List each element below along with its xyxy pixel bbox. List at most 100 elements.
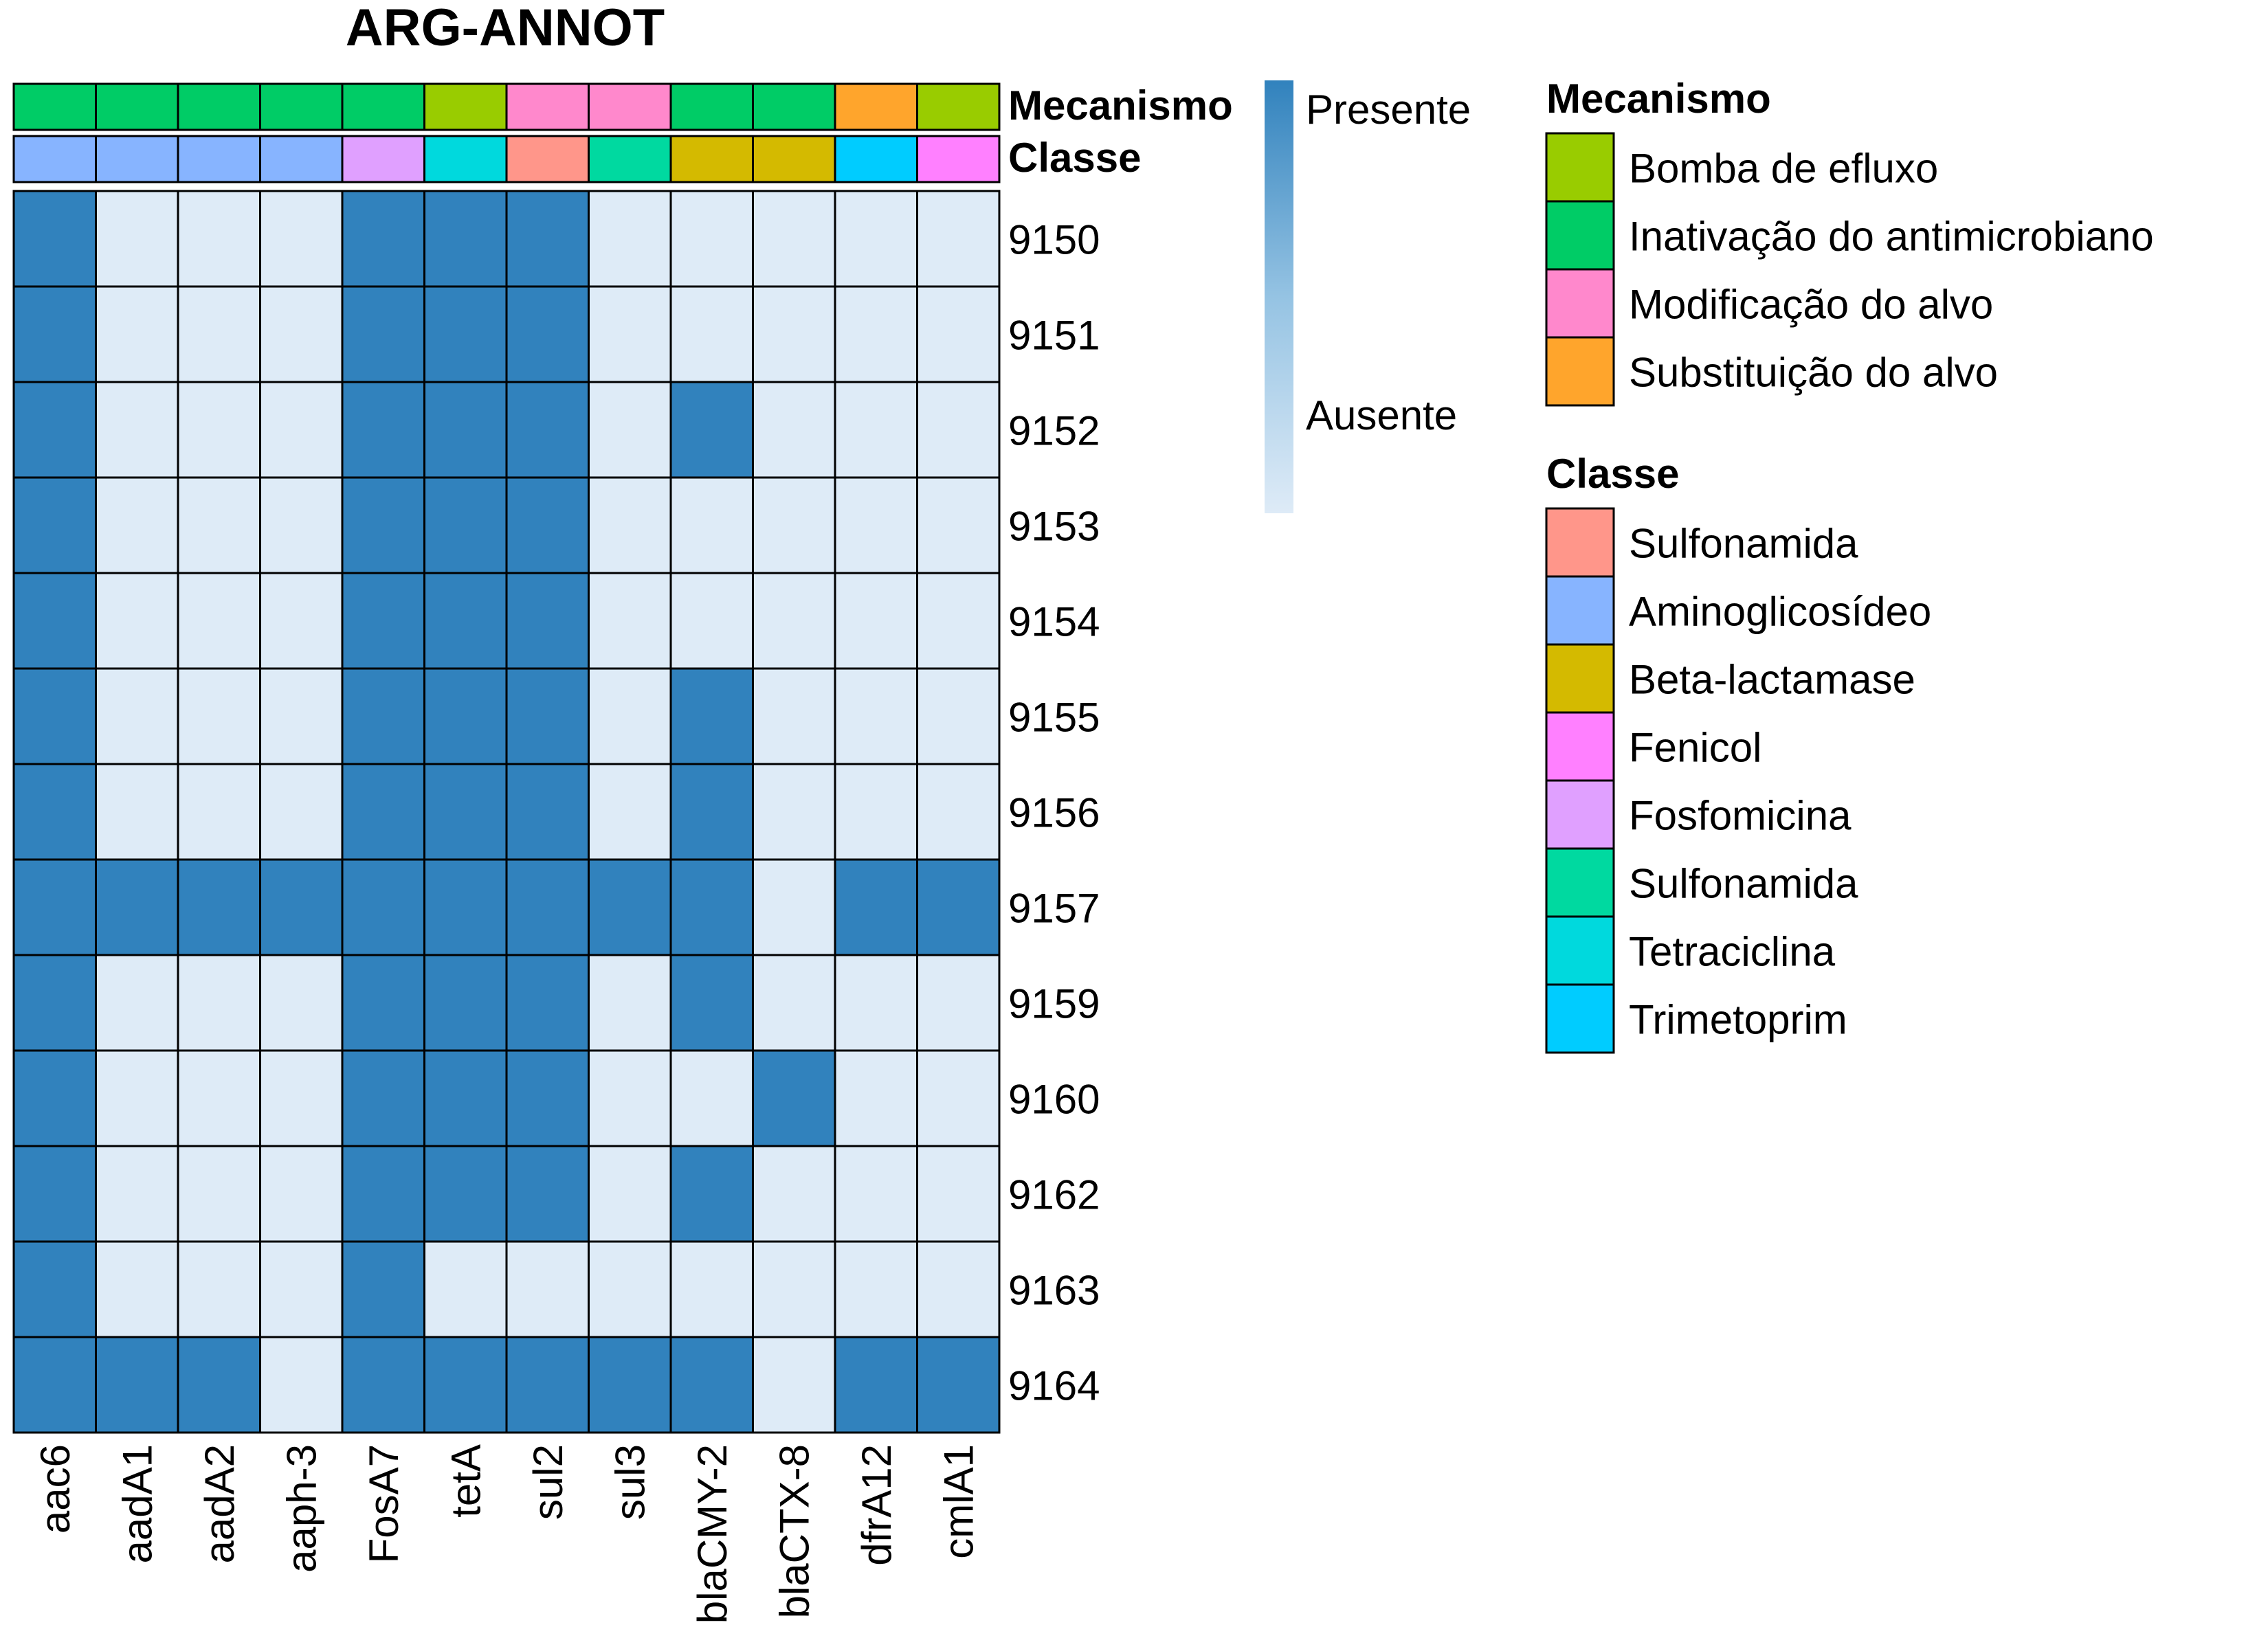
heatmap-cell-absent — [916, 763, 1001, 861]
heatmap-cell-absent — [916, 572, 1001, 670]
heatmap-cell-absent — [259, 763, 344, 861]
heatmap-cell-present — [12, 476, 97, 574]
class-legend: Sulfonamida Aminoglicosídeo Beta-lactamase… — [1545, 507, 1931, 1054]
class-cell — [12, 135, 97, 183]
heatmap-cell-present — [669, 858, 754, 956]
class-legend-swatch — [1545, 575, 1615, 646]
heatmap-cell-absent — [834, 763, 918, 861]
mechanism-cell — [12, 82, 97, 131]
mechanism-legend-label: Substituição do alvo — [1629, 350, 1998, 396]
heatmap-cell-present — [12, 1240, 97, 1338]
row-label: 9162 — [1008, 1172, 1100, 1218]
heatmap-cell-present — [423, 1049, 508, 1147]
class-legend-swatch — [1545, 915, 1615, 986]
heatmap-cell-present — [505, 190, 590, 288]
class-legend-label: Fosfomicina — [1629, 793, 1852, 839]
heatmap-cell-present — [916, 858, 1001, 956]
column-label: FosA7 — [361, 1444, 407, 1563]
heatmap-cell-present — [588, 1336, 672, 1434]
heatmap-cell-present — [12, 572, 97, 670]
heatmap-cell-absent — [588, 954, 672, 1052]
heatmap-cell-absent — [588, 190, 672, 288]
heatmap-cell-absent — [588, 381, 672, 479]
column-label: dfrA12 — [854, 1444, 900, 1566]
heatmap-cell-absent — [95, 381, 179, 479]
class-annotation-bar — [12, 135, 1001, 183]
class-legend-swatch — [1545, 507, 1615, 578]
heatmap-cell-absent — [95, 572, 179, 670]
mechanism-legend-swatch — [1545, 132, 1615, 203]
class-cell — [423, 135, 508, 183]
heatmap-cell-present — [341, 1049, 425, 1147]
heatmap-cell-present — [12, 1336, 97, 1434]
heatmap-cell-absent — [916, 1049, 1001, 1147]
class-cell — [752, 135, 836, 183]
column-label: blaCMY-2 — [689, 1444, 735, 1624]
heatmap-cell-absent — [259, 1049, 344, 1147]
heatmap-cell-present — [505, 285, 590, 383]
class-cell — [177, 135, 261, 183]
heatmap-cell-absent — [669, 1049, 754, 1147]
mechanism-legend-label: Inativação do antimicrobiano — [1629, 214, 2154, 260]
heatmap-cells — [12, 190, 1001, 1434]
heatmap-cell-present — [423, 381, 508, 479]
heatmap-cell-present — [423, 858, 508, 956]
heatmap-cell-present — [505, 1145, 590, 1243]
heatmap-cell-present — [341, 476, 425, 574]
chart-title: ARG-ANNOT — [346, 0, 665, 57]
mechanism-legend-swatch — [1545, 336, 1615, 407]
heatmap-cell-absent — [588, 763, 672, 861]
heatmap-cell-absent — [834, 572, 918, 670]
color-scale-low-label: Ausente — [1306, 392, 1457, 438]
class-cell — [259, 135, 344, 183]
heatmap-cell-absent — [834, 1240, 918, 1338]
heatmap-cell-absent — [177, 954, 261, 1052]
mechanism-cell — [341, 82, 425, 131]
row-label: 9156 — [1008, 790, 1100, 836]
row-label: 9159 — [1008, 981, 1100, 1027]
heatmap-cell-present — [341, 381, 425, 479]
color-scale-high-label: Presente — [1306, 87, 1471, 133]
class-legend-swatch — [1545, 711, 1615, 782]
mechanism-legend-label: Modificação do alvo — [1629, 282, 1993, 328]
heatmap-cell-present — [423, 1145, 508, 1243]
class-cell — [834, 135, 918, 183]
heatmap-cell-absent — [95, 476, 179, 574]
heatmap-cell-absent — [177, 190, 261, 288]
mechanism-legend-swatch — [1545, 268, 1615, 339]
heatmap-cell-absent — [752, 381, 836, 479]
row-label: 9153 — [1008, 504, 1100, 550]
heatmap-cell-present — [505, 572, 590, 670]
heatmap-cell-absent — [423, 1240, 508, 1338]
heatmap-cell-absent — [834, 1049, 918, 1147]
heatmap-cell-absent — [916, 476, 1001, 574]
heatmap-cell-absent — [834, 381, 918, 479]
class-legend-label: Trimetoprim — [1629, 997, 1847, 1043]
heatmap-cell-present — [505, 1336, 590, 1434]
heatmap-cell-present — [505, 667, 590, 765]
heatmap-cell-present — [423, 476, 508, 574]
heatmap-cell-present — [505, 858, 590, 956]
heatmap-cell-present — [12, 858, 97, 956]
heatmap-cell-present — [95, 858, 179, 956]
heatmap-cell-absent — [916, 285, 1001, 383]
heatmap-cell-present — [669, 1336, 754, 1434]
heatmap-cell-present — [95, 1336, 179, 1434]
mechanism-cell — [259, 82, 344, 131]
mechanism-annotation-bar — [12, 82, 1001, 131]
heatmap-cell-absent — [752, 476, 836, 574]
heatmap-cell-absent — [916, 1240, 1001, 1338]
heatmap-cell-present — [916, 1336, 1001, 1434]
row-label: 9154 — [1008, 599, 1100, 645]
class-cell — [588, 135, 672, 183]
heatmap-cell-absent — [177, 763, 261, 861]
heatmap-cell-present — [12, 667, 97, 765]
heatmap-cell-absent — [95, 1240, 179, 1338]
class-legend-swatch — [1545, 643, 1615, 714]
row-label: 9151 — [1008, 313, 1100, 359]
heatmap-cell-absent — [588, 476, 672, 574]
heatmap-cell-present — [669, 667, 754, 765]
class-cell — [669, 135, 754, 183]
heatmap-cell-absent — [177, 667, 261, 765]
